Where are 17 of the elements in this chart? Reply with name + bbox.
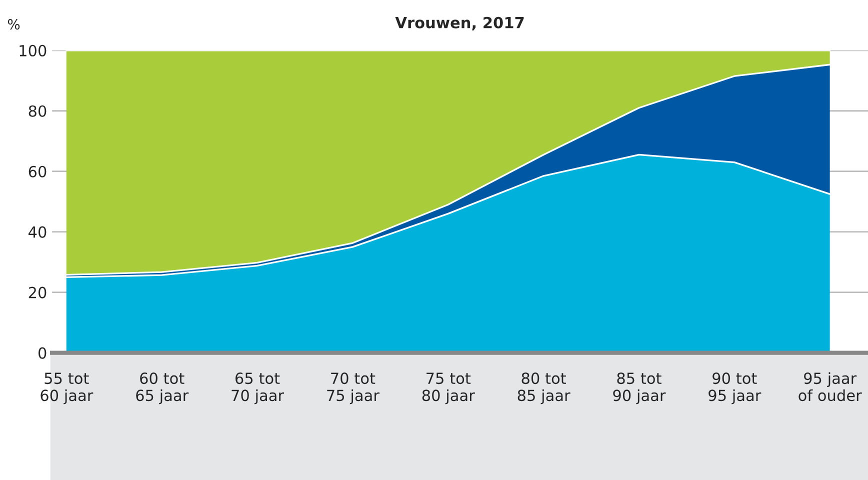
x-tick-label: 95 jaar of ouder — [798, 372, 862, 402]
y-tick-label: 100 — [20, 44, 46, 56]
y-tick-label: 60 — [28, 166, 46, 178]
x-tick-label: 55 tot 60 jaar — [40, 372, 94, 404]
y-tick-label: 20 — [28, 286, 46, 298]
x-tick-label: 70 tot 75 jaar — [327, 372, 380, 404]
y-tick-label: 80 — [28, 105, 46, 117]
x-tick-label: 75 tot 80 jaar — [422, 372, 475, 404]
y-tick-label: 40 — [28, 226, 46, 238]
x-tick-label: 90 tot 95 jaar — [708, 372, 762, 404]
x-tick-label: 85 tot 90 jaar — [613, 372, 666, 404]
x-tick-label: 80 tot 85 jaar — [518, 372, 570, 404]
y-axis-title: % — [8, 19, 20, 30]
y-tick-label: 0 — [38, 347, 46, 359]
x-tick-label: 65 tot 70 jaar — [232, 372, 284, 404]
x-tick-label: 60 tot 65 jaar — [136, 372, 189, 404]
chart-title: Vrouwen, 2017 — [395, 16, 524, 30]
